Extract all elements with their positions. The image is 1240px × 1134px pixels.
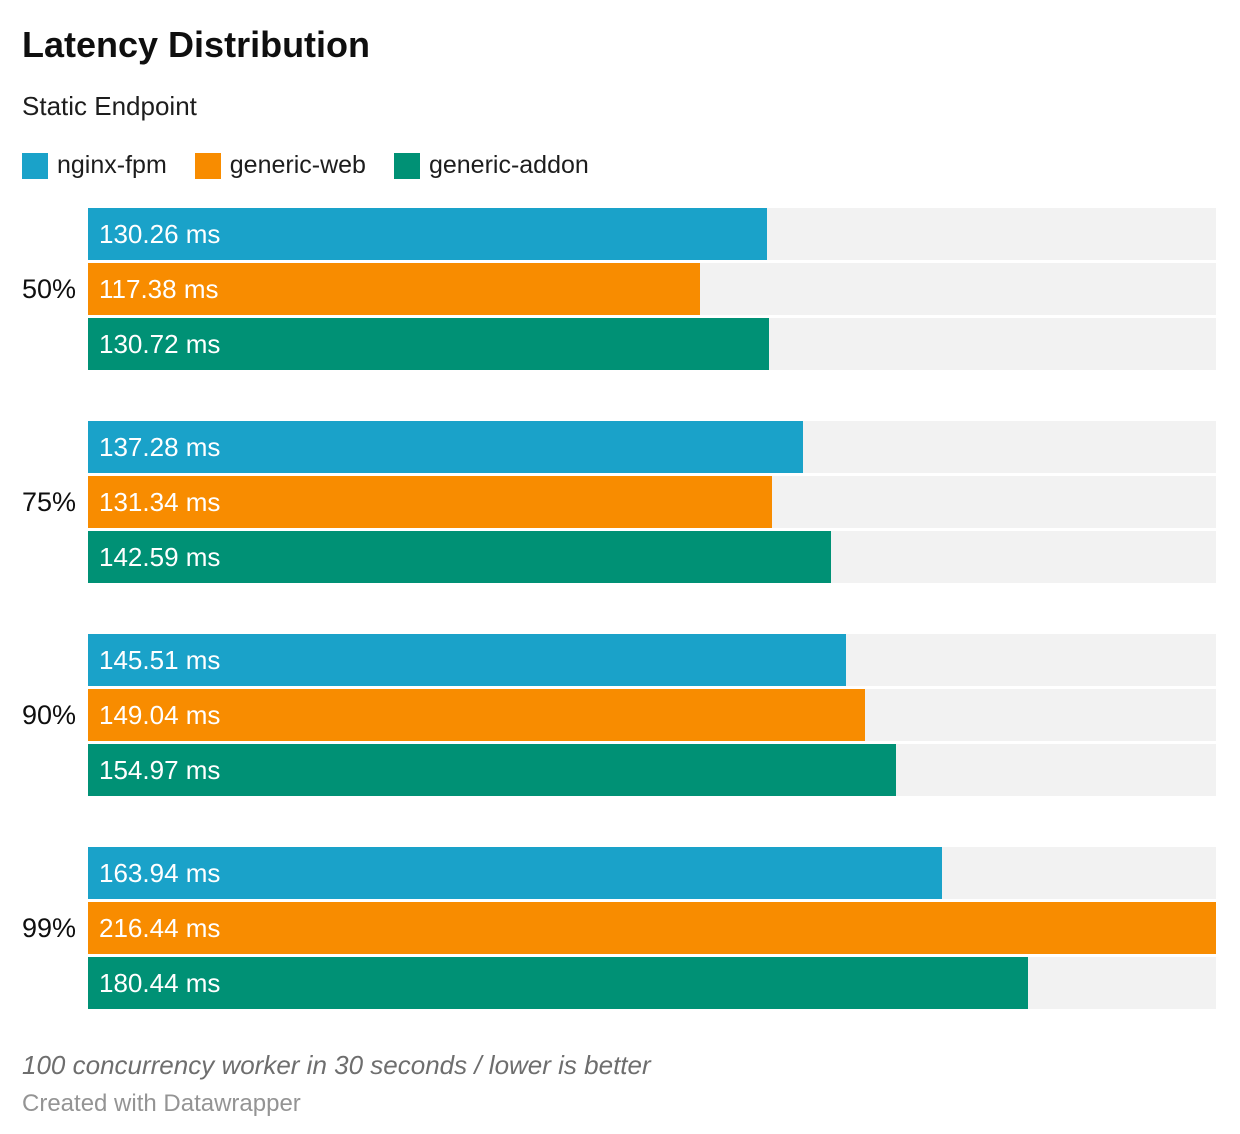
bar-lanes: 145.51 ms 149.04 ms 154.97 ms <box>88 634 1216 797</box>
legend-swatch-icon <box>393 152 420 179</box>
legend-label: nginx-fpm <box>57 151 167 180</box>
bar-generic-web: 117.38 ms <box>88 263 700 316</box>
bar-value-label: 180.44 ms <box>99 967 221 998</box>
bar-group-50%: 50% 130.26 ms 117.38 ms 130.72 ms <box>22 208 1216 371</box>
category-label: 90% <box>22 699 77 730</box>
bar-value-label: 163.94 ms <box>99 857 221 888</box>
bar-value-label: 131.34 ms <box>99 486 221 517</box>
bar-track: 137.28 ms <box>88 421 1216 474</box>
bar-value-label: 154.97 ms <box>99 754 221 785</box>
bar-track: 130.72 ms <box>88 318 1216 371</box>
bar-generic-addon: 142.59 ms <box>88 531 832 584</box>
bar-nginx-fpm: 137.28 ms <box>88 421 804 474</box>
category-label: 99% <box>22 912 77 943</box>
bar-nginx-fpm: 145.51 ms <box>88 634 847 687</box>
legend-swatch-icon <box>194 152 221 179</box>
bar-value-label: 130.72 ms <box>99 328 221 359</box>
bar-generic-addon: 180.44 ms <box>88 957 1029 1010</box>
legend-item-generic-addon: generic-addon <box>393 151 589 180</box>
bar-value-label: 137.28 ms <box>99 431 221 462</box>
bar-lanes: 130.26 ms 117.38 ms 130.72 ms <box>88 208 1216 371</box>
legend: nginx-fpm generic-web generic-addon <box>22 151 1216 180</box>
bar-value-label: 216.44 ms <box>99 912 221 943</box>
bar-generic-addon: 154.97 ms <box>88 744 896 797</box>
legend-swatch-icon <box>22 152 48 179</box>
bar-value-label: 145.51 ms <box>99 644 221 675</box>
bar-lanes: 137.28 ms 131.34 ms 142.59 ms <box>88 421 1216 584</box>
datawrapper-attribution: Created with Datawrapper <box>22 1090 301 1118</box>
bar-track: 216.44 ms <box>88 902 1216 955</box>
bar-track: 131.34 ms <box>88 476 1216 529</box>
bar-generic-web: 131.34 ms <box>88 476 773 529</box>
legend-item-nginx-fpm: nginx-fpm <box>22 151 167 180</box>
bar-group-99%: 99% 163.94 ms 216.44 ms 180.44 ms <box>22 847 1216 1010</box>
legend-item-generic-web: generic-web <box>194 151 366 180</box>
bar-generic-web: 216.44 ms <box>88 902 1216 955</box>
bar-track: 142.59 ms <box>88 531 1216 584</box>
bar-group-90%: 90% 145.51 ms 149.04 ms 154.97 ms <box>22 634 1216 797</box>
bar-track: 163.94 ms <box>88 847 1216 900</box>
category-label: 50% <box>22 273 77 304</box>
bar-group-75%: 75% 137.28 ms 131.34 ms 142.59 ms <box>22 421 1216 584</box>
bar-chart: 50% 130.26 ms 117.38 ms 130.72 ms 75% 137.28 … <box>22 208 1216 1010</box>
bar-track: 180.44 ms <box>88 957 1216 1010</box>
bar-track: 130.26 ms <box>88 208 1216 261</box>
bar-nginx-fpm: 130.26 ms <box>88 208 767 261</box>
legend-label: generic-web <box>229 151 366 180</box>
bar-generic-addon: 130.72 ms <box>88 318 770 371</box>
bar-value-label: 142.59 ms <box>99 541 221 572</box>
bar-lanes: 163.94 ms 216.44 ms 180.44 ms <box>88 847 1216 1010</box>
bar-nginx-fpm: 163.94 ms <box>88 847 943 900</box>
bar-track: 149.04 ms <box>88 689 1216 742</box>
bar-generic-web: 149.04 ms <box>88 689 865 742</box>
legend-label: generic-addon <box>428 151 589 180</box>
bar-value-label: 130.26 ms <box>99 218 221 249</box>
bar-track: 117.38 ms <box>88 263 1216 316</box>
bar-value-label: 117.38 ms <box>99 273 219 304</box>
chart-title: Latency Distribution <box>22 24 371 65</box>
chart-note: 100 concurrency worker in 30 seconds / l… <box>22 1050 651 1081</box>
bar-track: 145.51 ms <box>88 634 1216 687</box>
bar-value-label: 149.04 ms <box>99 699 221 730</box>
bar-track: 154.97 ms <box>88 744 1216 797</box>
category-label: 75% <box>22 486 77 517</box>
chart-subtitle: Static Endpoint <box>22 91 197 122</box>
